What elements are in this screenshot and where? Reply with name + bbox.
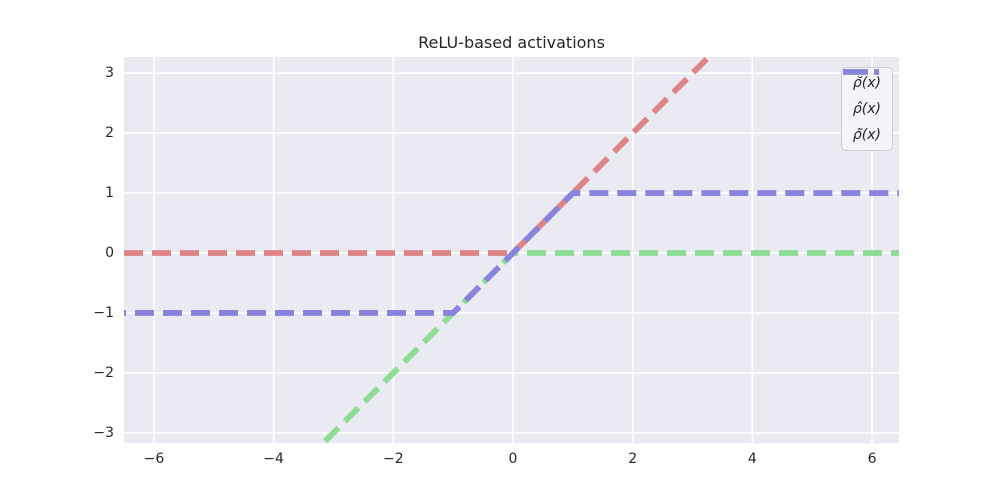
legend-row-1: ρ̂(x) [842,69,881,117]
y-tick-label: −2 [93,364,114,381]
chart-canvas [124,57,899,443]
legend-line-sample [842,69,879,75]
plot-area: ρ̆(x) ρ̂(x) ρ̃(x) [124,57,899,443]
y-tick-label: 1 [105,185,114,202]
y-tick-label: 2 [105,125,114,142]
legend-label: ρ̂(x) [852,101,881,117]
series-line-1 [319,250,899,443]
x-tick-label: 2 [628,451,638,467]
x-tick-label: −6 [143,451,165,467]
legend-label: ρ̆(x) [852,75,881,91]
x-tick-label: 6 [867,451,877,467]
legend: ρ̆(x) ρ̂(x) ρ̃(x) [840,67,893,151]
x-tick-label: 4 [747,451,757,467]
chart-title: ReLU-based activations [418,33,605,52]
series-line-2 [124,190,899,316]
legend-row-2: ρ̃(x) [842,69,881,143]
x-tick-label: −4 [263,451,284,467]
legend-label: ρ̃(x) [852,127,881,143]
y-tick-label: −1 [93,304,114,321]
y-tick-label: 0 [105,244,114,261]
x-tick-label: −2 [382,451,404,467]
series-line-0 [124,57,713,256]
x-tick-label: 0 [508,451,518,467]
y-tick-label: 3 [105,65,114,82]
y-tick-label: −3 [93,424,114,441]
legend-row-0: ρ̆(x) [842,69,881,91]
